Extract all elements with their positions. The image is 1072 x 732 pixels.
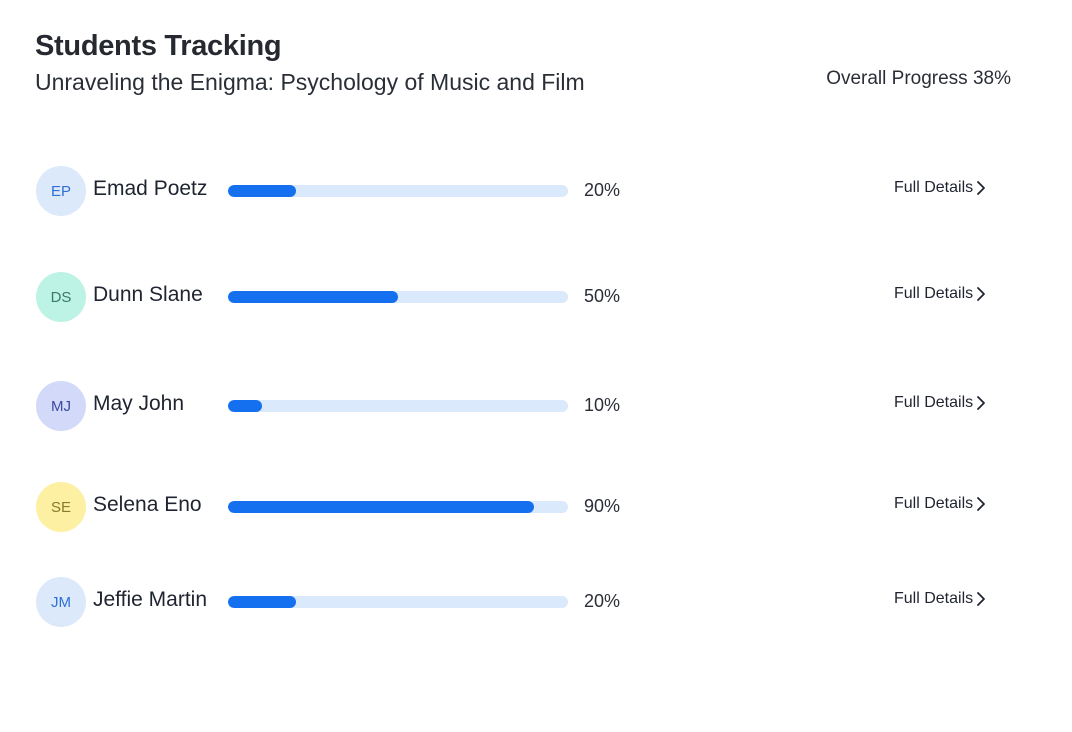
overall-progress-label: Overall Progress — [826, 68, 968, 89]
progress-percent: 20% — [583, 180, 620, 200]
progress-percent: 50% — [583, 286, 620, 306]
progress-percent: 20% — [583, 591, 620, 611]
chevron-right-icon — [976, 496, 986, 512]
avatar: SE — [36, 482, 86, 532]
student-name: Selena Eno — [93, 493, 202, 516]
page-title: Students Tracking — [35, 30, 282, 62]
student-name: Dunn Slane — [93, 283, 203, 306]
avatar: DS — [36, 272, 86, 322]
chevron-right-icon — [976, 591, 986, 607]
full-details-label: Full Details — [894, 495, 974, 512]
progress-bar-fill — [228, 596, 296, 608]
avatar: MJ — [36, 381, 86, 431]
student-row: SE Selena Eno 90% Full Details — [36, 482, 996, 532]
student-row: DS Dunn Slane 50% Full Details — [36, 272, 996, 322]
full-details-label: Full Details — [894, 285, 974, 302]
full-details-link[interactable]: Full Details — [894, 179, 986, 197]
progress-bar — [228, 400, 568, 412]
full-details-link[interactable]: Full Details — [894, 495, 986, 513]
student-name: May John — [93, 392, 185, 415]
student-row: MJ May John 10% Full Details — [36, 381, 996, 431]
overall-progress: Overall Progress 38% — [826, 68, 1011, 90]
avatar: JM — [36, 577, 86, 627]
full-details-label: Full Details — [894, 179, 974, 196]
student-row: JM Jeffie Martin 20% Full Details — [36, 577, 996, 627]
progress-percent: 90% — [583, 496, 620, 516]
overall-progress-value: 38% — [972, 68, 1011, 89]
progress-bar — [228, 291, 568, 303]
student-name: Jeffie Martin — [93, 588, 207, 611]
progress-percent: 10% — [583, 395, 620, 415]
progress-bar-fill — [228, 400, 262, 412]
avatar: EP — [36, 166, 86, 216]
full-details-link[interactable]: Full Details — [894, 394, 986, 412]
progress-bar-fill — [228, 291, 398, 303]
chevron-right-icon — [976, 286, 986, 302]
full-details-link[interactable]: Full Details — [894, 285, 986, 303]
progress-bar-fill — [228, 501, 534, 513]
progress-bar — [228, 501, 568, 513]
full-details-label: Full Details — [894, 394, 974, 411]
full-details-link[interactable]: Full Details — [894, 590, 986, 608]
chevron-right-icon — [976, 395, 986, 411]
progress-bar — [228, 596, 568, 608]
student-row: EP Emad Poetz 20% Full Details — [36, 166, 996, 216]
progress-bar-fill — [228, 185, 296, 197]
course-title: Unraveling the Enigma: Psychology of Mus… — [35, 69, 585, 95]
progress-bar — [228, 185, 568, 197]
student-name: Emad Poetz — [93, 177, 208, 200]
full-details-label: Full Details — [894, 590, 974, 607]
chevron-right-icon — [976, 180, 986, 196]
